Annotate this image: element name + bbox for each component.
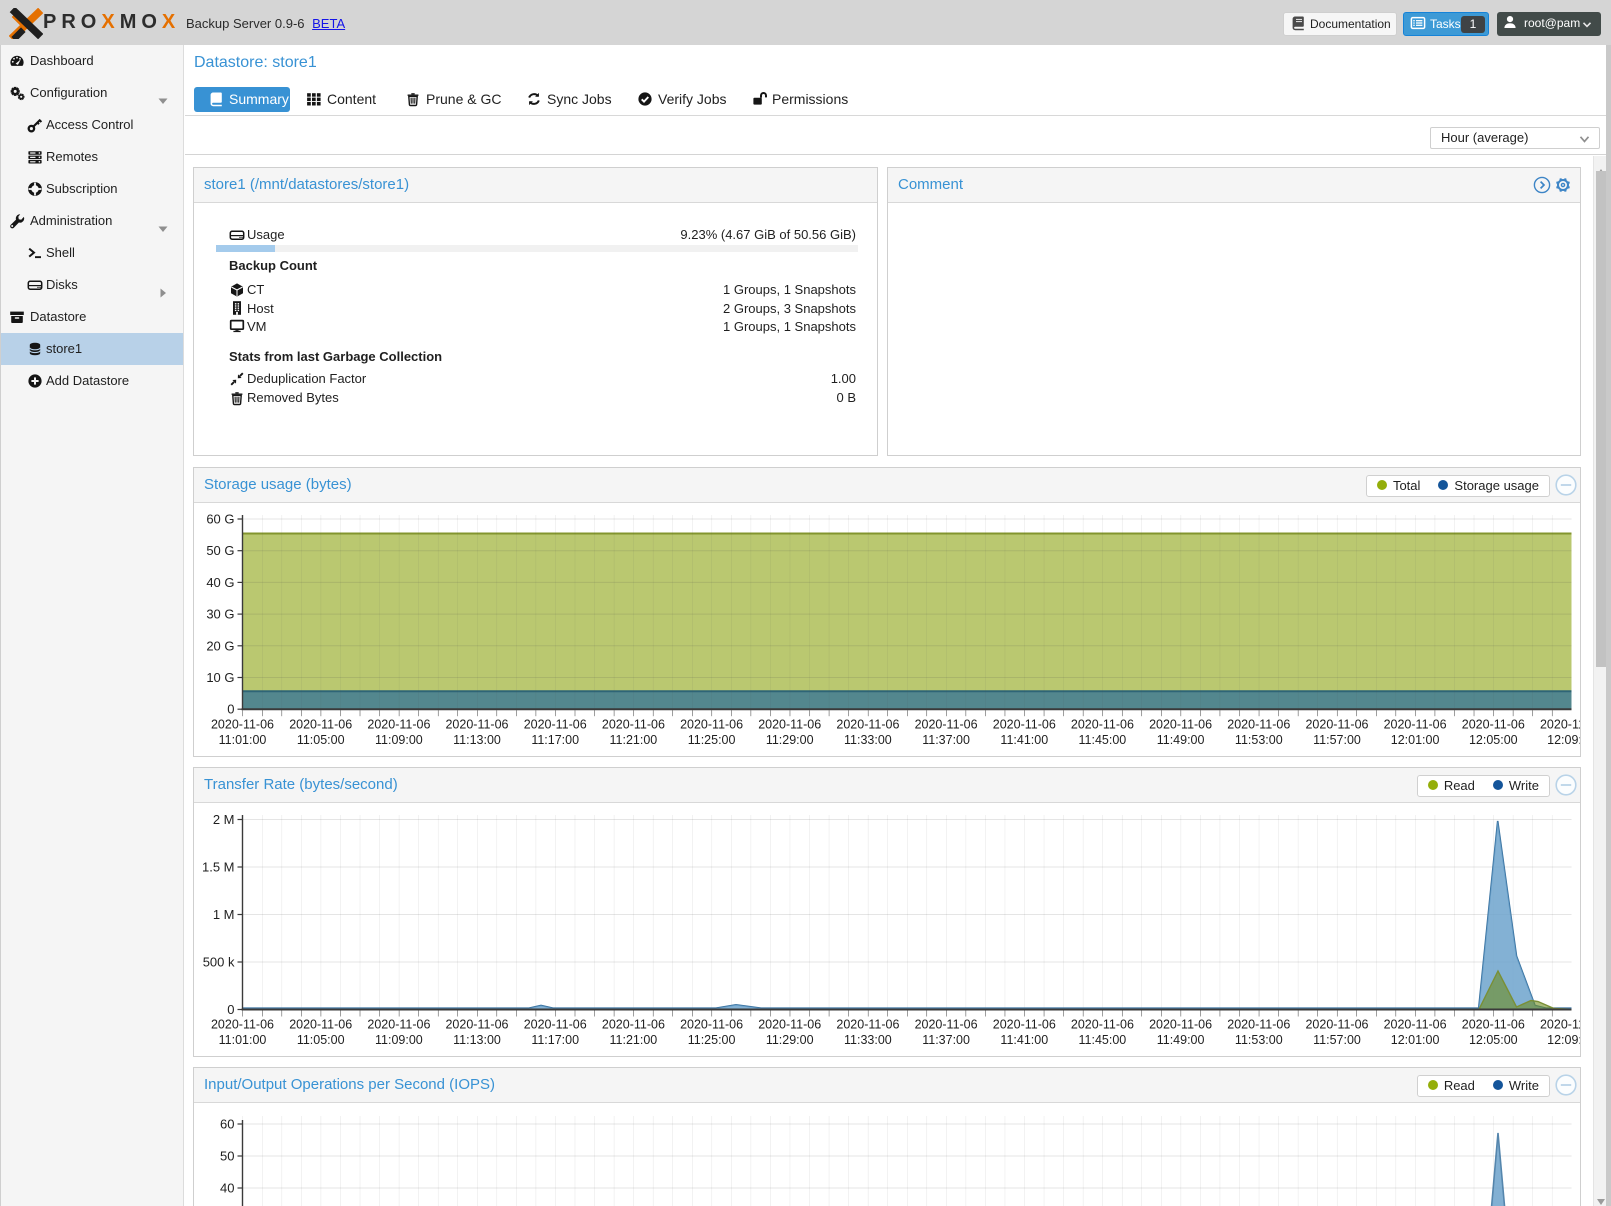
svg-text:2020-11-06: 2020-11-06 [680, 1018, 743, 1032]
svg-text:11:49:00: 11:49:00 [1157, 1033, 1205, 1047]
svg-text:2020-11-06: 2020-11-06 [1462, 718, 1525, 732]
svg-text:2020-11-06: 2020-11-06 [1384, 1018, 1447, 1032]
svg-text:2020-11-06: 2020-11-06 [445, 1018, 508, 1032]
svg-text:2020-11-06: 2020-11-06 [680, 718, 743, 732]
svg-text:11:09:00: 11:09:00 [375, 1033, 423, 1047]
svg-text:11:37:00: 11:37:00 [922, 733, 970, 747]
svg-text:50 G: 50 G [206, 543, 234, 558]
svg-text:2020-11-06: 2020-11-06 [836, 718, 899, 732]
svg-text:2020-11-06: 2020-11-06 [1305, 718, 1368, 732]
svg-text:2020-11-06: 2020-11-06 [211, 718, 274, 732]
svg-text:11:37:00: 11:37:00 [922, 1033, 970, 1047]
svg-text:2020-11-06: 2020-11-06 [602, 718, 665, 732]
svg-text:11:17:00: 11:17:00 [531, 1033, 579, 1047]
svg-text:11:45:00: 11:45:00 [1079, 733, 1127, 747]
svg-text:1 M: 1 M [213, 907, 235, 922]
svg-text:11:29:00: 11:29:00 [766, 1033, 814, 1047]
svg-text:2020-11-06: 2020-11-06 [367, 1018, 430, 1032]
svg-text:2020-11-06: 2020-11-06 [1227, 718, 1290, 732]
svg-text:11:57:00: 11:57:00 [1313, 1033, 1361, 1047]
svg-text:11:49:00: 11:49:00 [1157, 733, 1205, 747]
svg-text:2020-11-06: 2020-11-06 [1071, 718, 1134, 732]
svg-text:11:29:00: 11:29:00 [766, 733, 814, 747]
svg-text:2020-11-06: 2020-11-06 [602, 1018, 665, 1032]
svg-text:11:41:00: 11:41:00 [1000, 733, 1048, 747]
svg-text:60 G: 60 G [206, 512, 234, 527]
svg-text:2020-11-06: 2020-11-06 [1305, 1018, 1368, 1032]
svg-text:2020-11-06: 2020-11-06 [1462, 1018, 1525, 1032]
svg-text:2020-11-06: 2020-11-06 [915, 718, 978, 732]
svg-text:11:53:00: 11:53:00 [1235, 1033, 1283, 1047]
svg-text:2020-11-06: 2020-11-06 [289, 1018, 352, 1032]
svg-text:11:33:00: 11:33:00 [844, 733, 892, 747]
svg-text:12:01:00: 12:01:00 [1391, 1033, 1440, 1047]
svg-text:2020-11-06: 2020-11-06 [1149, 1018, 1212, 1032]
svg-text:11:41:00: 11:41:00 [1000, 1033, 1048, 1047]
svg-text:2020-11-06: 2020-11-06 [1540, 718, 1580, 732]
svg-text:11:17:00: 11:17:00 [531, 733, 579, 747]
svg-text:2 M: 2 M [213, 812, 235, 827]
svg-text:20 G: 20 G [206, 638, 234, 653]
svg-text:2020-11-06: 2020-11-06 [993, 718, 1056, 732]
svg-text:2020-11-06: 2020-11-06 [993, 1018, 1056, 1032]
svg-text:11:53:00: 11:53:00 [1235, 733, 1283, 747]
svg-text:12:05:00: 12:05:00 [1469, 1033, 1518, 1047]
svg-text:11:05:00: 11:05:00 [297, 1033, 345, 1047]
svg-text:11:57:00: 11:57:00 [1313, 733, 1361, 747]
svg-text:0: 0 [227, 1002, 234, 1017]
svg-text:12:09:00: 12:09:00 [1547, 733, 1580, 747]
svg-text:12:05:00: 12:05:00 [1469, 733, 1518, 747]
svg-text:2020-11-06: 2020-11-06 [367, 718, 430, 732]
svg-text:40: 40 [220, 1181, 234, 1196]
svg-text:11:33:00: 11:33:00 [844, 1033, 892, 1047]
svg-text:2020-11-06: 2020-11-06 [289, 718, 352, 732]
svg-text:2020-11-06: 2020-11-06 [1227, 1018, 1290, 1032]
svg-text:0: 0 [227, 702, 234, 717]
svg-text:2020-11-06: 2020-11-06 [211, 1018, 274, 1032]
svg-text:2020-11-06: 2020-11-06 [758, 1018, 821, 1032]
svg-text:11:01:00: 11:01:00 [219, 733, 267, 747]
svg-text:40 G: 40 G [206, 575, 234, 590]
svg-text:12:09:00: 12:09:00 [1547, 1033, 1580, 1047]
svg-text:11:25:00: 11:25:00 [688, 1033, 736, 1047]
svg-text:500 k: 500 k [203, 955, 235, 970]
svg-text:2020-11-06: 2020-11-06 [758, 718, 821, 732]
svg-text:11:05:00: 11:05:00 [297, 733, 345, 747]
svg-text:12:01:00: 12:01:00 [1391, 733, 1440, 747]
svg-text:2020-11-06: 2020-11-06 [1384, 718, 1447, 732]
svg-text:11:21:00: 11:21:00 [610, 733, 658, 747]
svg-text:10 G: 10 G [206, 670, 234, 685]
svg-text:11:45:00: 11:45:00 [1079, 1033, 1127, 1047]
svg-text:11:09:00: 11:09:00 [375, 733, 423, 747]
svg-text:50: 50 [220, 1149, 234, 1164]
svg-text:11:13:00: 11:13:00 [453, 1033, 501, 1047]
svg-text:60: 60 [220, 1117, 234, 1132]
svg-text:2020-11-06: 2020-11-06 [445, 718, 508, 732]
svg-text:1.5 M: 1.5 M [202, 860, 235, 875]
svg-text:2020-11-06: 2020-11-06 [1071, 1018, 1134, 1032]
svg-text:30 G: 30 G [206, 607, 234, 622]
svg-text:2020-11-06: 2020-11-06 [836, 1018, 899, 1032]
svg-text:2020-11-06: 2020-11-06 [1540, 1018, 1580, 1032]
svg-text:11:13:00: 11:13:00 [453, 733, 501, 747]
svg-text:2020-11-06: 2020-11-06 [915, 1018, 978, 1032]
svg-text:11:25:00: 11:25:00 [688, 733, 736, 747]
svg-text:11:01:00: 11:01:00 [219, 1033, 267, 1047]
svg-text:11:21:00: 11:21:00 [610, 1033, 658, 1047]
svg-text:2020-11-06: 2020-11-06 [1149, 718, 1212, 732]
svg-text:2020-11-06: 2020-11-06 [524, 718, 587, 732]
svg-text:2020-11-06: 2020-11-06 [524, 1018, 587, 1032]
